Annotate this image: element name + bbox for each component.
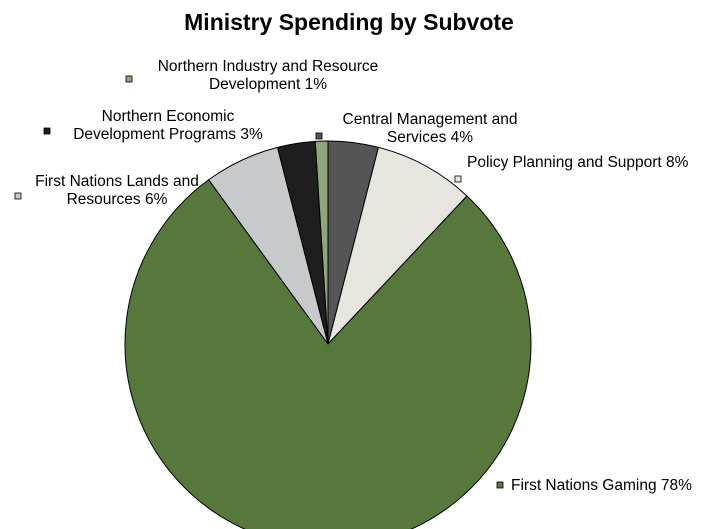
legend-marker-northern-industry-and-resource-development [125,75,133,83]
slice-label-northern-industry-and-resource-development: Northern Industry and Resource [158,58,379,75]
slice-label-northern-industry-and-resource-development: Development 1% [209,76,327,93]
slice-label-first-nations-gaming: First Nations Gaming 78% [511,477,692,494]
pie-slice-policy-planning-and-support [327,146,468,345]
slice-label-central-management-and-services: Central Management and [343,111,518,128]
pie-slice-first-nations-gaming [124,179,532,529]
slice-label-northern-economic-development-programs: Northern Economic [102,108,235,125]
slice-label-first-nations-lands-and-resources: Resources 6% [67,191,168,208]
legend-marker-northern-economic-development-programs [43,127,51,135]
legend-marker-central-management-and-services [315,132,323,140]
legend-marker-first-nations-gaming [496,481,504,489]
slice-label-first-nations-lands-and-resources: First Nations Lands and [35,173,199,190]
slice-label-policy-planning-and-support: Policy Planning and Support 8% [467,154,689,171]
legend-marker-first-nations-lands-and-resources [14,192,22,200]
pie-slices [124,140,532,529]
slice-label-northern-economic-development-programs: Development Programs 3% [73,126,263,143]
legend-marker-policy-planning-and-support [454,175,462,183]
slice-label-central-management-and-services: Services 4% [387,129,473,146]
chart-title: Ministry Spending by Subvote [184,9,514,35]
pie-slice-northern-industry-and-resource-development [314,140,329,345]
